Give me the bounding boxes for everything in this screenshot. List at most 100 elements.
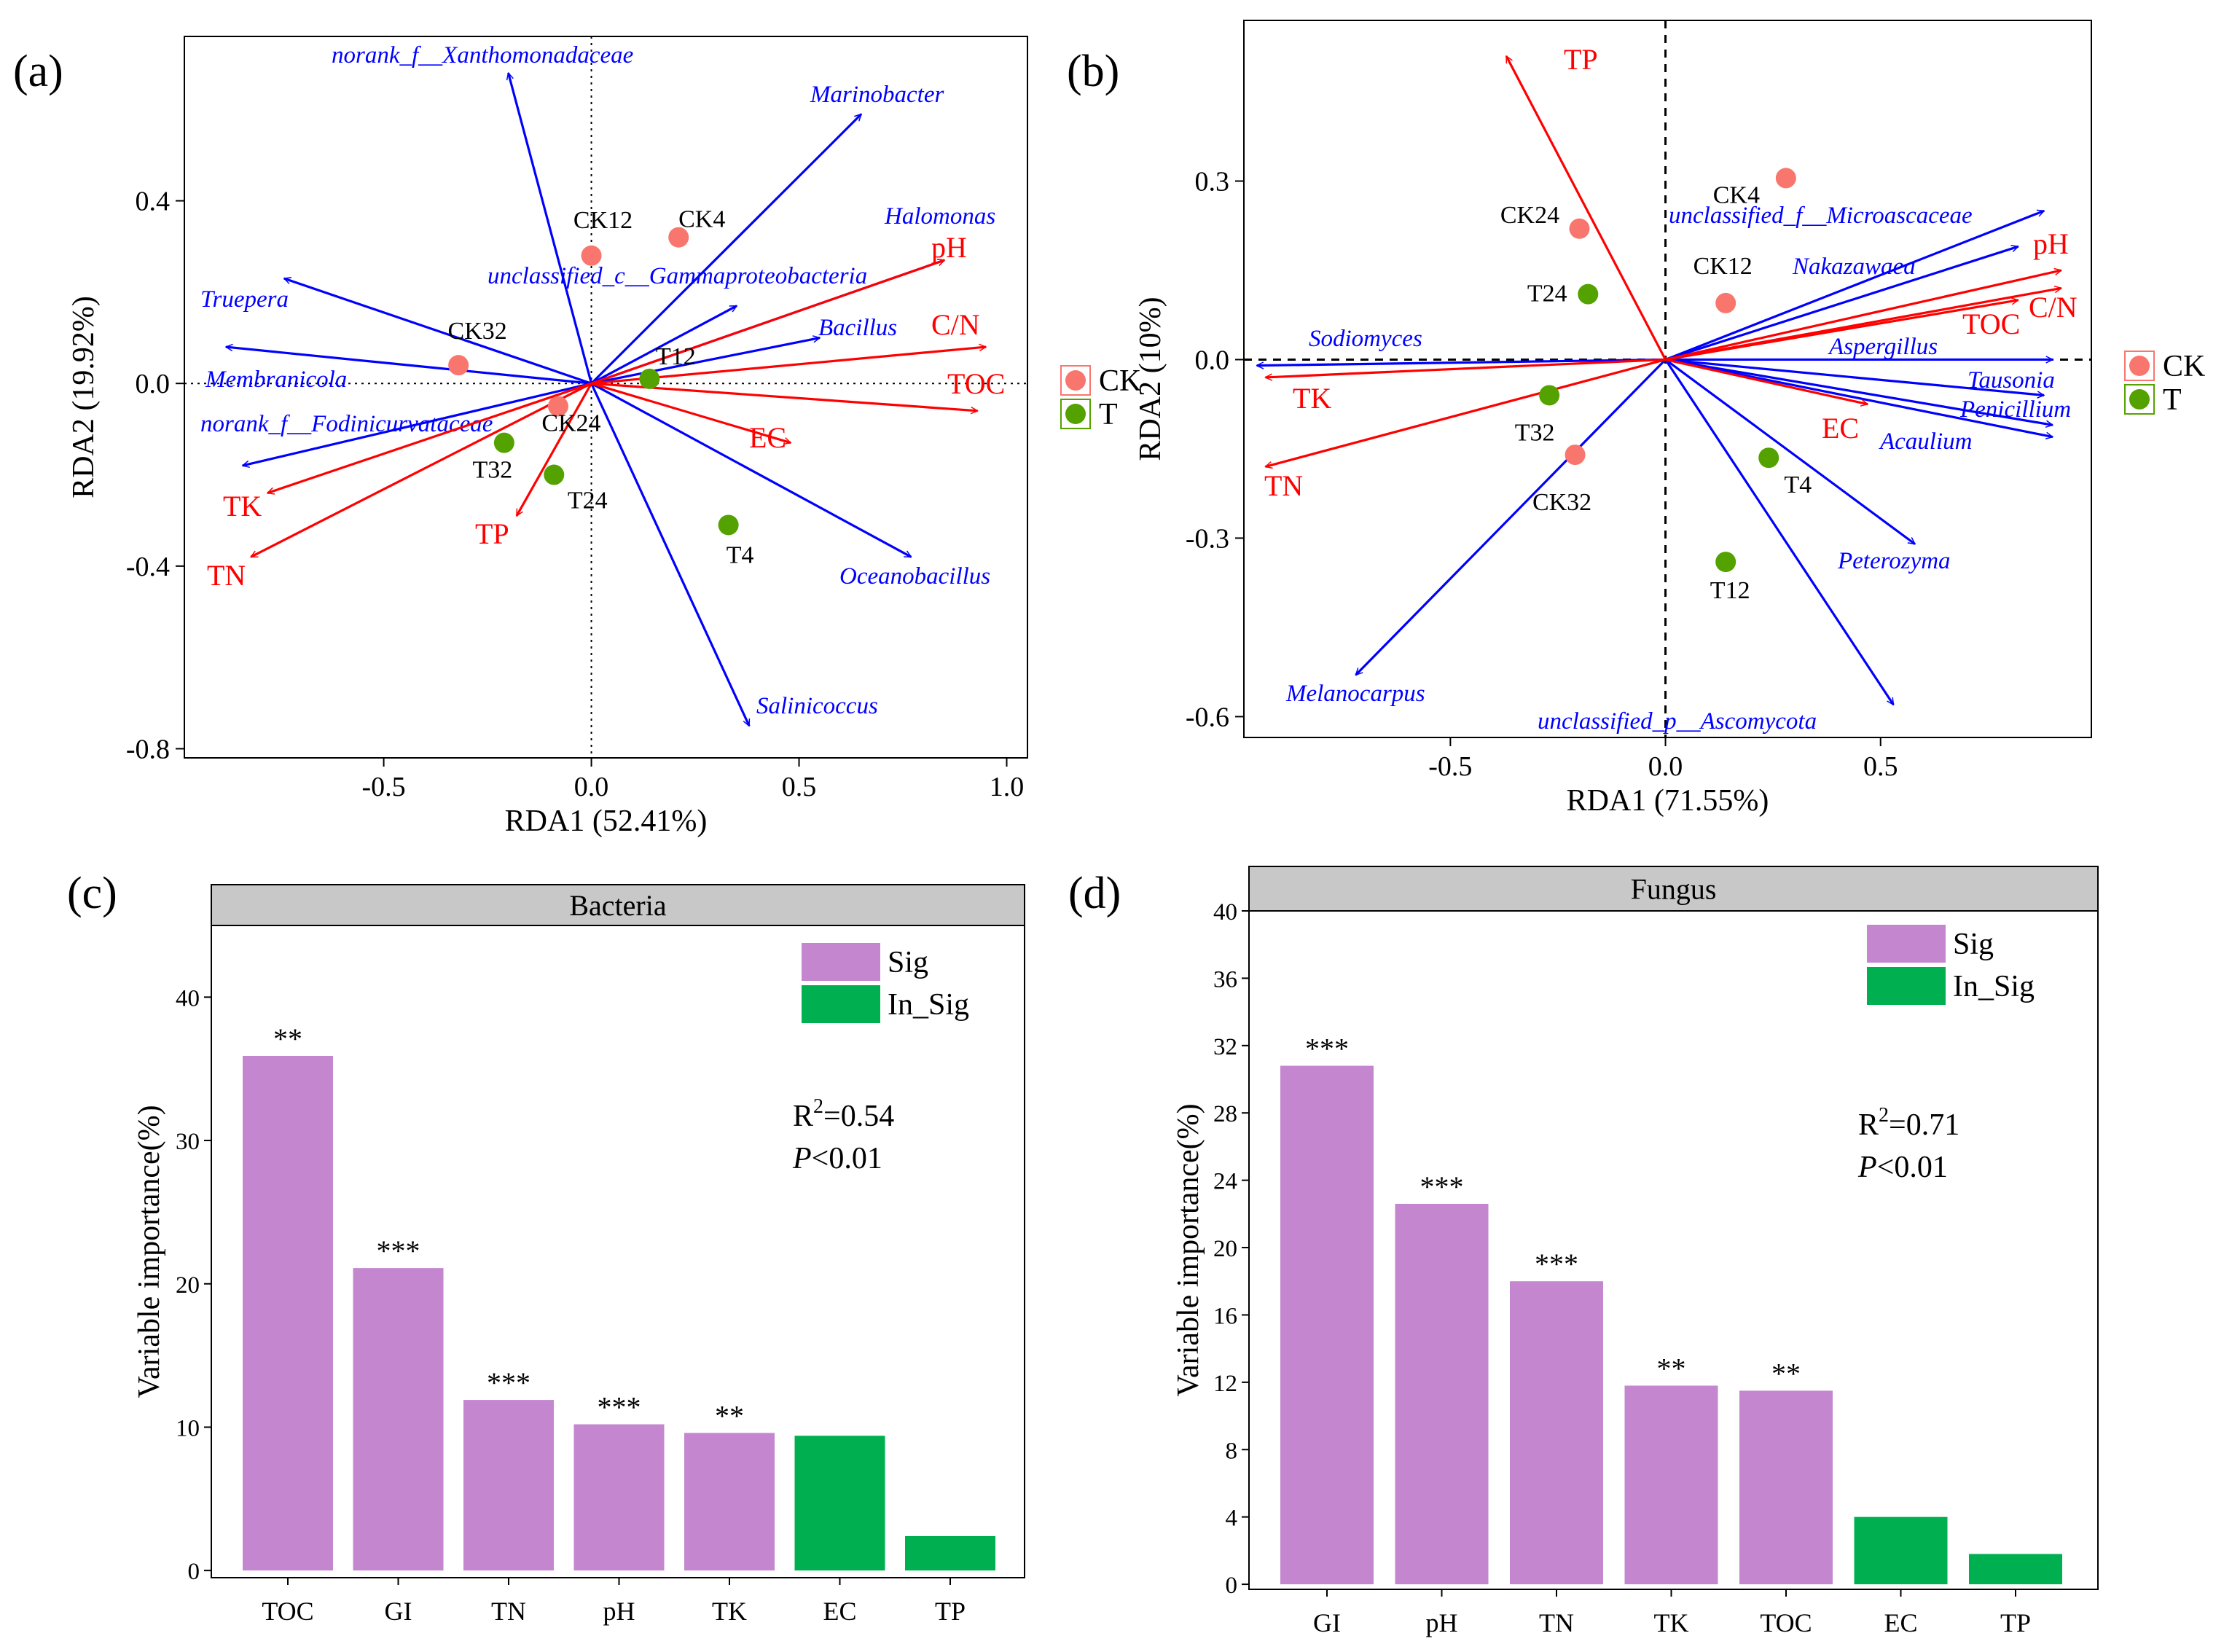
- bar: [1510, 1281, 1603, 1585]
- x-tick-label: EC: [1884, 1608, 1917, 1637]
- x-tick-label: 0.5: [1863, 751, 1898, 782]
- panel-a-rda-bacteria: (a) -0.5 0.0 0.5 1.0 0.4 0.0 -0.4 -0.8 RDA1 (52.4…: [13, 36, 1141, 838]
- species-label: Nakazawaea: [1792, 254, 1916, 280]
- significance-label: ***: [1305, 1033, 1349, 1065]
- bar: [1969, 1554, 2062, 1585]
- y-axis-title: RDA2 (10%): [1134, 297, 1167, 461]
- legend-key-dot: [2129, 389, 2150, 410]
- bar: [1280, 1065, 1374, 1585]
- species-arrow: [1665, 358, 2045, 395]
- sample-label: CK4: [678, 206, 725, 233]
- bar: [1395, 1203, 1489, 1585]
- significance-label: **: [273, 1022, 302, 1055]
- panel-b-rda-fungus: (b) -0.5 0.0 0.5 0.3 0.0 -0.3 -0.6 RDA1 (71.55%)…: [1067, 20, 2205, 818]
- x-axis-title: RDA1 (71.55%): [1567, 784, 1769, 818]
- species-arrow: [591, 338, 820, 385]
- species-label: Membranicola: [205, 367, 347, 393]
- env-label: TOC: [1962, 308, 2020, 340]
- species-arrow: [590, 383, 751, 726]
- sample-label: CK24: [541, 410, 600, 437]
- p-annotation: P<0.01: [792, 1142, 882, 1175]
- y-tick-label: 0.0: [136, 369, 171, 399]
- bar: [684, 1433, 775, 1571]
- facet-strip: [211, 884, 1025, 926]
- env-arrow: [267, 382, 592, 493]
- x-tick-label: pH: [1426, 1608, 1458, 1637]
- env-label: TK: [223, 490, 262, 522]
- species-label: Acaulium: [1879, 428, 1972, 455]
- sample-point: [581, 245, 602, 266]
- env-label: EC: [1822, 412, 1859, 445]
- species-label: Salinicoccus: [756, 693, 878, 719]
- panel-label: (a): [13, 47, 63, 96]
- sample-point: [1569, 218, 1590, 239]
- facet-title: Bacteria: [569, 889, 666, 922]
- legend-key-box: [2124, 351, 2155, 381]
- sample-point: [1565, 445, 1586, 466]
- env-arrow: [1665, 300, 2018, 361]
- plot-frame: [1248, 910, 2099, 1590]
- y-tick-label: -0.3: [1186, 523, 1229, 554]
- bar: [1739, 1390, 1833, 1585]
- legend-key: [802, 943, 880, 981]
- plot-frame: [211, 925, 1025, 1578]
- y-tick-label: 0: [1226, 1573, 1238, 1599]
- bar: [1624, 1385, 1718, 1585]
- significance-label: ***: [1535, 1248, 1578, 1280]
- species-label: Oceanobacillus: [839, 563, 990, 590]
- x-tick-label: pH: [603, 1597, 635, 1626]
- sample-label: T12: [656, 343, 696, 370]
- x-tick-label: GI: [385, 1597, 412, 1626]
- species-arrow: [243, 382, 592, 466]
- sample-label: T32: [1515, 419, 1555, 446]
- y-tick-label: -0.4: [126, 552, 170, 582]
- env-label: TN: [207, 559, 246, 592]
- species-label: Bacillus: [818, 315, 897, 341]
- species-label: Marinobacter: [810, 82, 944, 108]
- y-tick-label: 40: [1213, 899, 1237, 925]
- x-tick-label: TN: [1539, 1608, 1574, 1637]
- y-tick-label: 24: [1213, 1169, 1237, 1195]
- y-tick-label: 28: [1213, 1101, 1237, 1127]
- species-arrow: [590, 114, 861, 385]
- x-tick-label: TOC: [262, 1597, 313, 1626]
- bar: [573, 1424, 665, 1571]
- sample-point: [1775, 168, 1796, 189]
- significance-label: ***: [1420, 1170, 1464, 1203]
- species-arrow: [509, 73, 593, 384]
- species-label: Halomonas: [884, 203, 995, 230]
- species-arrow: [1664, 359, 1915, 545]
- sample-point: [718, 514, 739, 536]
- env-arrow: [591, 382, 978, 411]
- r2-value: =0.71: [1889, 1108, 1959, 1142]
- legend-key-dot: [1065, 404, 1086, 424]
- legend-key-box: [1060, 399, 1091, 429]
- legend-key-dot: [2129, 356, 2150, 376]
- y-tick-label: 20: [176, 1272, 200, 1299]
- species-label: unclassified_p__Ascomycota: [1538, 708, 1817, 735]
- env-label: C/N: [2029, 291, 2078, 324]
- sample-label: T12: [1710, 577, 1750, 604]
- species-arrow: [1355, 359, 1667, 675]
- p-symbol: P: [792, 1142, 812, 1175]
- x-tick-label: TOC: [1760, 1608, 1812, 1637]
- y-axis-title: RDA2 (19.92%): [67, 296, 101, 498]
- significance-label: ***: [598, 1391, 641, 1424]
- x-tick-label: 1.0: [990, 772, 1025, 802]
- r2-annotation: R2=0.54: [793, 1095, 894, 1133]
- species-arrow: [1664, 359, 1895, 705]
- env-label: pH: [2033, 227, 2069, 260]
- bar: [905, 1535, 995, 1571]
- x-tick-label: TP: [935, 1597, 966, 1626]
- significance-label: ***: [487, 1366, 530, 1399]
- legend-label: In_Sig: [888, 988, 969, 1022]
- sample-label: T24: [568, 488, 608, 514]
- env-arrow: [591, 382, 791, 442]
- species-arrow: [1664, 211, 2045, 361]
- legend-key: [1867, 967, 1946, 1005]
- bar: [794, 1436, 885, 1571]
- r2-annotation: R2=0.71: [1858, 1104, 1959, 1142]
- x-tick-label: 0.5: [782, 772, 817, 802]
- y-tick-label: 36: [1213, 966, 1237, 993]
- y-tick-label: 0.0: [1195, 345, 1230, 375]
